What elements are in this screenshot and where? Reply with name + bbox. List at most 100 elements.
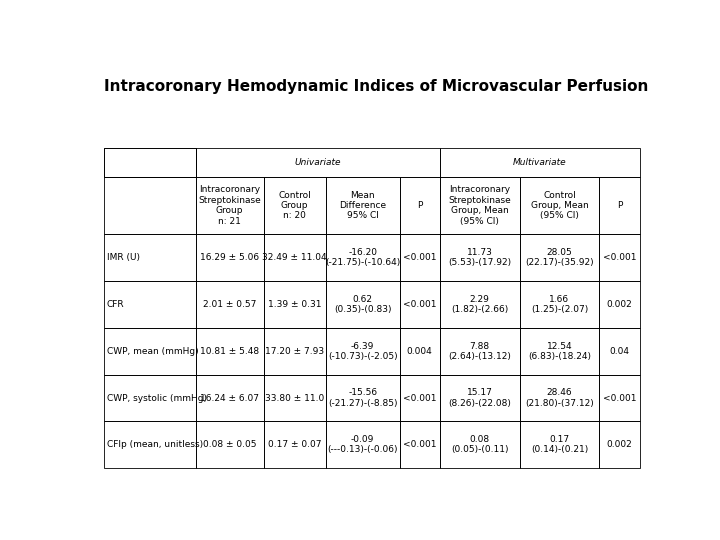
- Text: 17.20 ± 7.93: 17.20 ± 7.93: [265, 347, 324, 356]
- Text: Control
Group, Mean
(95% CI): Control Group, Mean (95% CI): [531, 191, 588, 220]
- Text: 0.08 ± 0.05: 0.08 ± 0.05: [203, 440, 256, 449]
- Text: Intracoronary
Streptokinase
Group
n: 21: Intracoronary Streptokinase Group n: 21: [198, 185, 261, 226]
- Bar: [440, 328, 520, 375]
- Bar: [400, 421, 440, 468]
- Text: 12.54
(6.83)-(18.24): 12.54 (6.83)-(18.24): [528, 342, 591, 361]
- Text: 0.004: 0.004: [407, 347, 433, 356]
- Bar: [104, 177, 196, 234]
- Text: IMR (U): IMR (U): [107, 253, 140, 262]
- Text: 11.73
(5.53)-(17.92): 11.73 (5.53)-(17.92): [448, 248, 511, 267]
- Bar: [400, 177, 440, 234]
- Text: P: P: [617, 201, 622, 210]
- Bar: [196, 234, 264, 281]
- Text: 2.01 ± 0.57: 2.01 ± 0.57: [203, 300, 256, 309]
- Bar: [600, 375, 639, 421]
- Text: 7.88
(2.64)-(13.12): 7.88 (2.64)-(13.12): [449, 342, 511, 361]
- Text: 28.05
(22.17)-(35.92): 28.05 (22.17)-(35.92): [525, 248, 594, 267]
- Bar: [196, 177, 264, 234]
- Text: 32.49 ± 11.04: 32.49 ± 11.04: [262, 253, 327, 262]
- Text: 16.29 ± 5.06: 16.29 ± 5.06: [200, 253, 259, 262]
- Text: 0.17 ± 0.07: 0.17 ± 0.07: [268, 440, 321, 449]
- Text: 0.002: 0.002: [607, 440, 632, 449]
- Bar: [440, 148, 639, 177]
- Bar: [325, 328, 400, 375]
- Bar: [520, 421, 600, 468]
- Text: -6.39
(-10.73)-(-2.05): -6.39 (-10.73)-(-2.05): [328, 342, 397, 361]
- Bar: [440, 421, 520, 468]
- Bar: [104, 234, 196, 281]
- Text: Multivariate: Multivariate: [513, 158, 567, 167]
- Text: Intracoronary Hemodynamic Indices of Microvascular Perfusion: Intracoronary Hemodynamic Indices of Mic…: [104, 79, 648, 94]
- Text: Control
Group
n: 20: Control Group n: 20: [278, 191, 311, 220]
- Bar: [325, 375, 400, 421]
- Bar: [400, 234, 440, 281]
- Bar: [196, 375, 264, 421]
- Bar: [104, 148, 196, 177]
- Bar: [520, 281, 600, 328]
- Text: CFR: CFR: [107, 300, 125, 309]
- Bar: [520, 234, 600, 281]
- Text: <0.001: <0.001: [403, 394, 436, 402]
- Bar: [400, 375, 440, 421]
- Text: CFIp (mean, unitless): CFIp (mean, unitless): [107, 440, 203, 449]
- Bar: [440, 281, 520, 328]
- Text: <0.001: <0.001: [603, 394, 636, 402]
- Bar: [104, 148, 196, 177]
- Bar: [104, 421, 196, 468]
- Bar: [400, 281, 440, 328]
- Bar: [264, 328, 325, 375]
- Bar: [264, 375, 325, 421]
- Text: 28.46
(21.80)-(37.12): 28.46 (21.80)-(37.12): [525, 388, 594, 408]
- Bar: [264, 421, 325, 468]
- Bar: [196, 281, 264, 328]
- Text: CWP, systolic (mmHg): CWP, systolic (mmHg): [107, 394, 207, 402]
- Bar: [104, 328, 196, 375]
- Text: <0.001: <0.001: [403, 300, 436, 309]
- Text: <0.001: <0.001: [403, 253, 436, 262]
- Text: P: P: [417, 201, 423, 210]
- Bar: [104, 375, 196, 421]
- Bar: [600, 328, 639, 375]
- Bar: [325, 281, 400, 328]
- Bar: [264, 281, 325, 328]
- Bar: [400, 328, 440, 375]
- Text: 1.66
(1.25)-(2.07): 1.66 (1.25)-(2.07): [531, 295, 588, 314]
- Bar: [264, 177, 325, 234]
- Bar: [440, 177, 520, 234]
- Text: 0.002: 0.002: [607, 300, 632, 309]
- Text: <0.001: <0.001: [403, 440, 436, 449]
- Bar: [196, 148, 440, 177]
- Text: 10.81 ± 5.48: 10.81 ± 5.48: [200, 347, 259, 356]
- Bar: [196, 421, 264, 468]
- Text: 15.17
(8.26)-(22.08): 15.17 (8.26)-(22.08): [449, 388, 511, 408]
- Text: 0.04: 0.04: [610, 347, 629, 356]
- Text: 33.80 ± 11.0: 33.80 ± 11.0: [265, 394, 324, 402]
- Text: 0.62
(0.35)-(0.83): 0.62 (0.35)-(0.83): [334, 295, 392, 314]
- Bar: [600, 421, 639, 468]
- Text: Mean
Difference
95% CI: Mean Difference 95% CI: [339, 191, 386, 220]
- Text: 0.08
(0.05)-(0.11): 0.08 (0.05)-(0.11): [451, 435, 508, 455]
- Text: 2.29
(1.82)-(2.66): 2.29 (1.82)-(2.66): [451, 295, 508, 314]
- Bar: [264, 234, 325, 281]
- Bar: [600, 177, 639, 234]
- Text: CWP, mean (mmHg): CWP, mean (mmHg): [107, 347, 199, 356]
- Bar: [520, 328, 600, 375]
- Bar: [520, 375, 600, 421]
- Text: Intracoronary
Streptokinase
Group, Mean
(95% CI): Intracoronary Streptokinase Group, Mean …: [449, 185, 511, 226]
- Text: -16.20
(-21.75)-(-10.64): -16.20 (-21.75)-(-10.64): [325, 248, 400, 267]
- Text: 0.17
(0.14)-(0.21): 0.17 (0.14)-(0.21): [531, 435, 588, 455]
- Bar: [325, 234, 400, 281]
- Bar: [325, 177, 400, 234]
- Bar: [520, 177, 600, 234]
- Text: 16.24 ± 6.07: 16.24 ± 6.07: [200, 394, 259, 402]
- Bar: [440, 375, 520, 421]
- Text: <0.001: <0.001: [603, 253, 636, 262]
- Text: 1.39 ± 0.31: 1.39 ± 0.31: [268, 300, 321, 309]
- Bar: [325, 421, 400, 468]
- Bar: [600, 234, 639, 281]
- Text: Univariate: Univariate: [294, 158, 341, 167]
- Bar: [104, 281, 196, 328]
- Bar: [440, 234, 520, 281]
- Text: -15.56
(-21.27)-(-8.85): -15.56 (-21.27)-(-8.85): [328, 388, 397, 408]
- Text: -0.09
(---0.13)-(-0.06): -0.09 (---0.13)-(-0.06): [328, 435, 398, 455]
